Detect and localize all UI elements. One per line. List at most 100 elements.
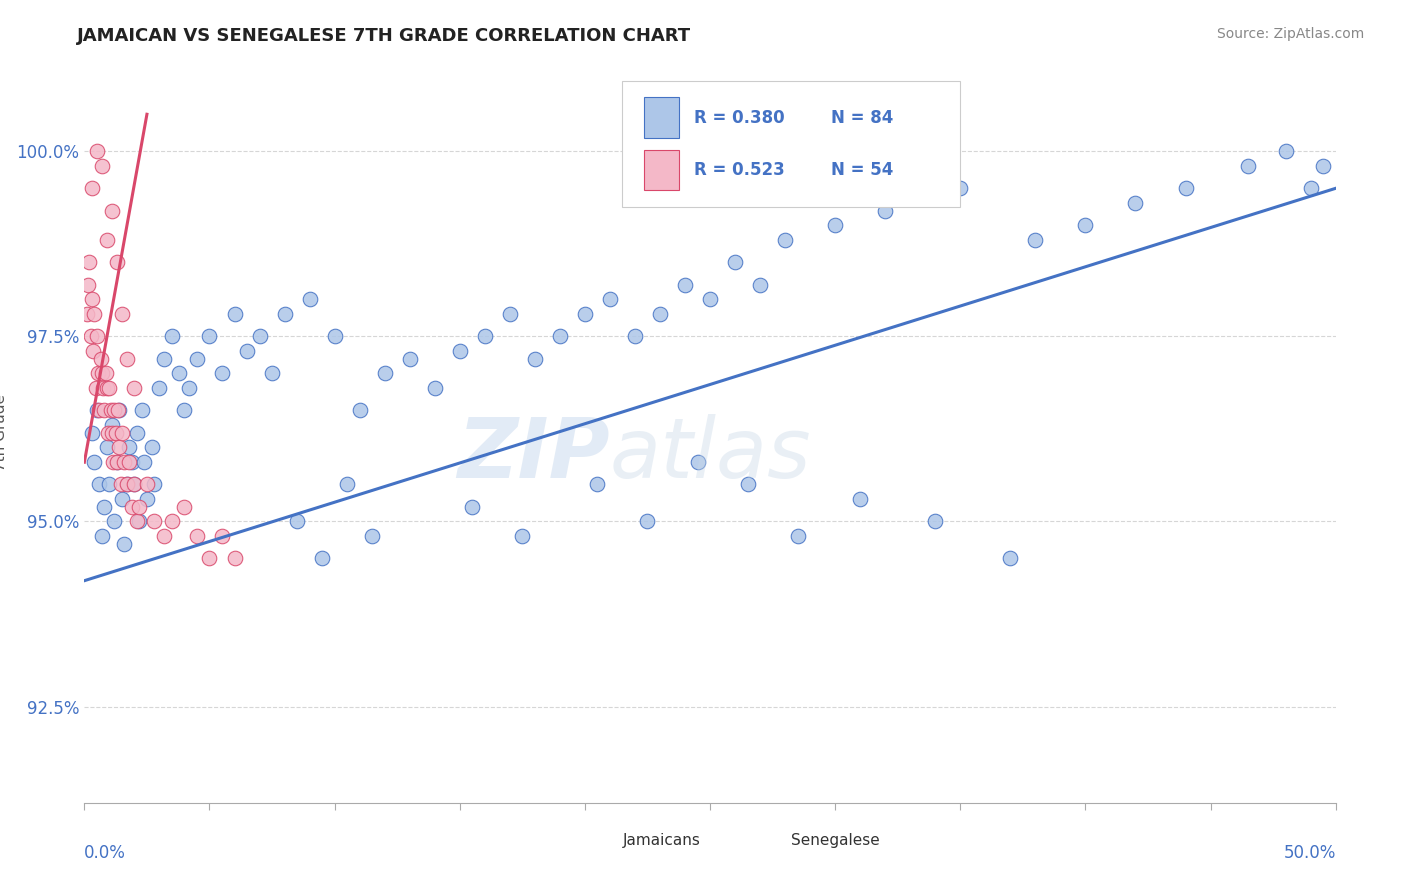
Point xyxy=(134,455,156,469)
Point xyxy=(93,500,115,514)
Point xyxy=(1000,551,1022,566)
Point xyxy=(599,293,621,307)
Point xyxy=(108,441,131,455)
Point xyxy=(173,500,195,514)
FancyBboxPatch shape xyxy=(623,81,960,207)
Point xyxy=(153,351,176,366)
Point xyxy=(76,307,98,321)
Point xyxy=(94,367,117,381)
Point xyxy=(148,381,170,395)
Point xyxy=(336,477,359,491)
Point xyxy=(512,529,534,543)
Point xyxy=(111,492,134,507)
Point xyxy=(548,329,571,343)
Point xyxy=(86,145,108,159)
Point xyxy=(1312,159,1334,173)
Point xyxy=(461,500,484,514)
Point xyxy=(80,293,103,307)
Point xyxy=(101,425,124,440)
Point xyxy=(91,381,114,395)
Point xyxy=(90,367,112,381)
Text: ZIP: ZIP xyxy=(457,414,610,495)
Point xyxy=(875,203,897,218)
Bar xyxy=(579,827,610,855)
Point xyxy=(323,329,346,343)
Point xyxy=(160,515,183,529)
Point xyxy=(211,367,233,381)
Point xyxy=(648,307,671,321)
Point xyxy=(211,529,233,543)
Point xyxy=(1024,233,1046,247)
Point xyxy=(105,255,128,269)
Point xyxy=(115,477,138,491)
Point xyxy=(108,403,131,417)
Point xyxy=(1237,159,1260,173)
Point xyxy=(121,455,143,469)
Text: Source: ZipAtlas.com: Source: ZipAtlas.com xyxy=(1216,27,1364,41)
Point xyxy=(198,551,221,566)
Point xyxy=(93,403,115,417)
Point xyxy=(169,367,191,381)
Point xyxy=(128,500,150,514)
Text: atlas: atlas xyxy=(610,414,811,495)
Bar xyxy=(644,97,679,138)
Point xyxy=(101,203,124,218)
Point xyxy=(637,515,659,529)
Point xyxy=(143,515,166,529)
Point xyxy=(124,477,146,491)
Point xyxy=(398,351,420,366)
Point xyxy=(586,477,609,491)
Point xyxy=(112,455,135,469)
Point xyxy=(273,307,295,321)
Point xyxy=(101,418,124,433)
Point xyxy=(449,344,471,359)
Point xyxy=(112,536,135,550)
Point xyxy=(107,403,129,417)
Point xyxy=(83,455,105,469)
Point xyxy=(724,255,747,269)
Point xyxy=(87,367,110,381)
Point xyxy=(686,455,709,469)
Point xyxy=(298,293,321,307)
Point xyxy=(83,307,105,321)
Point xyxy=(249,329,271,343)
Point xyxy=(115,351,138,366)
Point xyxy=(90,351,112,366)
Point xyxy=(104,425,127,440)
Text: Senegalese: Senegalese xyxy=(792,833,880,848)
Point xyxy=(80,425,103,440)
Point xyxy=(103,403,125,417)
Point xyxy=(118,441,141,455)
Point xyxy=(124,477,146,491)
Point xyxy=(90,159,112,173)
Point xyxy=(1074,219,1097,233)
Text: Jamaicans: Jamaicans xyxy=(623,833,700,848)
Text: 50.0%: 50.0% xyxy=(1284,844,1336,862)
Point xyxy=(86,329,108,343)
Point xyxy=(699,293,721,307)
Point xyxy=(924,515,946,529)
Point xyxy=(105,455,128,469)
Point xyxy=(111,307,134,321)
Text: N = 84: N = 84 xyxy=(831,109,894,127)
Point xyxy=(1274,145,1296,159)
Point xyxy=(523,351,546,366)
Point xyxy=(574,307,596,321)
Point xyxy=(89,403,111,417)
Point xyxy=(285,515,308,529)
Point xyxy=(186,351,208,366)
Point xyxy=(125,515,148,529)
Point xyxy=(173,403,195,417)
Point xyxy=(79,329,101,343)
Point xyxy=(374,367,396,381)
Y-axis label: 7th Grade: 7th Grade xyxy=(0,394,8,471)
Point xyxy=(824,219,846,233)
Point xyxy=(136,477,159,491)
Point xyxy=(121,500,143,514)
Point xyxy=(1125,196,1147,211)
Point xyxy=(125,425,148,440)
Point xyxy=(96,441,118,455)
Point xyxy=(141,441,163,455)
Point xyxy=(737,477,759,491)
Point xyxy=(82,344,104,359)
